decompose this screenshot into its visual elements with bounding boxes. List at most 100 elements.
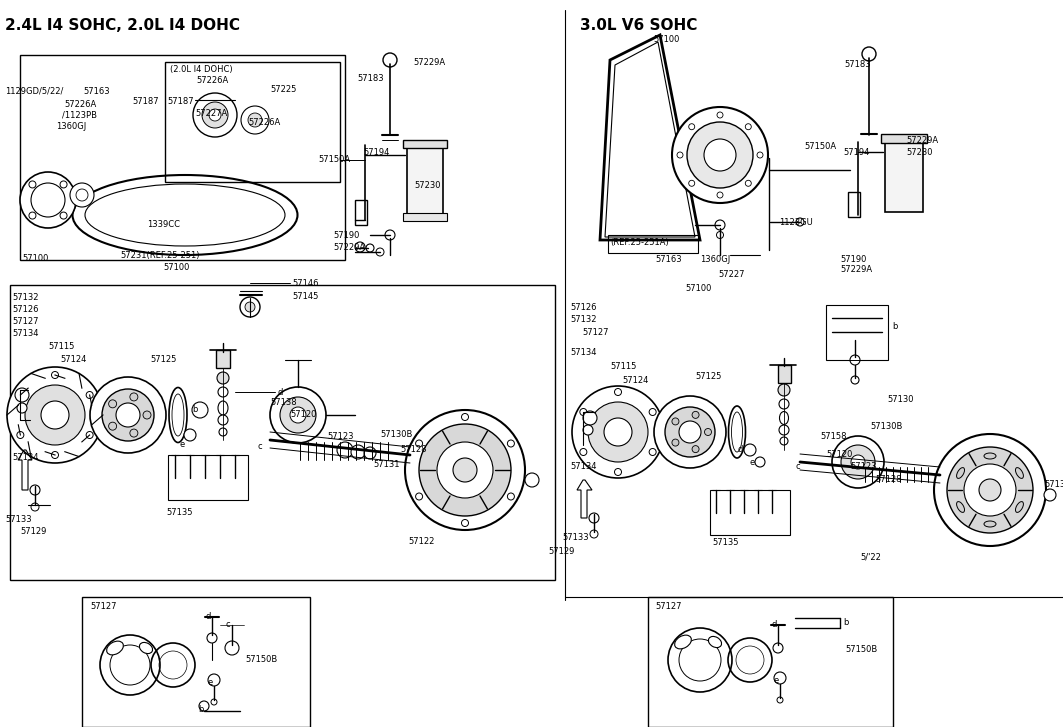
Circle shape	[716, 231, 724, 238]
Text: 57194: 57194	[843, 148, 870, 157]
Text: 57129: 57129	[20, 527, 47, 536]
Circle shape	[947, 447, 1033, 533]
Text: 57124: 57124	[622, 376, 648, 385]
Text: 57127: 57127	[90, 602, 117, 611]
Text: 1360GJ: 1360GJ	[56, 122, 86, 131]
Circle shape	[419, 424, 511, 516]
Circle shape	[218, 387, 227, 397]
Text: 57126: 57126	[12, 305, 38, 314]
Circle shape	[17, 403, 27, 413]
Text: 57100: 57100	[653, 35, 679, 44]
Circle shape	[453, 458, 477, 482]
Circle shape	[90, 377, 166, 453]
Circle shape	[672, 418, 679, 425]
Circle shape	[755, 457, 765, 467]
Circle shape	[241, 106, 269, 134]
Circle shape	[280, 397, 316, 433]
Text: 57187: 57187	[167, 97, 193, 106]
Circle shape	[383, 53, 396, 67]
Text: 57125: 57125	[695, 372, 722, 381]
Circle shape	[934, 434, 1046, 546]
Circle shape	[86, 432, 94, 438]
Circle shape	[225, 641, 239, 655]
Bar	[403, 140, 448, 148]
Circle shape	[583, 411, 597, 425]
Text: 57100: 57100	[22, 254, 49, 263]
Text: /1123PB: /1123PB	[62, 111, 97, 120]
Text: e: e	[774, 676, 779, 685]
Circle shape	[108, 422, 117, 430]
Circle shape	[579, 409, 587, 416]
Text: d: d	[205, 612, 210, 621]
Circle shape	[583, 425, 593, 435]
Text: 57138: 57138	[270, 398, 297, 407]
Circle shape	[850, 355, 860, 365]
Circle shape	[841, 445, 875, 479]
Text: 1360GJ: 1360GJ	[701, 255, 730, 264]
Circle shape	[17, 432, 23, 438]
Text: 57183: 57183	[844, 60, 871, 69]
Text: 57133: 57133	[5, 515, 32, 524]
Bar	[608, 235, 698, 253]
Text: 57120: 57120	[826, 450, 853, 459]
Circle shape	[193, 93, 237, 137]
Text: 57190: 57190	[333, 231, 359, 240]
Text: 57122: 57122	[408, 537, 435, 546]
Text: 57227A: 57227A	[195, 109, 227, 118]
Text: 57124: 57124	[60, 355, 86, 364]
Circle shape	[405, 410, 525, 530]
Circle shape	[744, 444, 756, 456]
Ellipse shape	[984, 521, 996, 527]
Bar	[407, 145, 443, 215]
Circle shape	[60, 212, 67, 219]
Text: 57226A: 57226A	[64, 100, 97, 109]
Circle shape	[219, 428, 227, 436]
Circle shape	[780, 437, 788, 445]
Text: 57134: 57134	[12, 453, 38, 462]
Ellipse shape	[728, 406, 745, 458]
Circle shape	[649, 409, 656, 416]
Circle shape	[51, 371, 58, 379]
Circle shape	[718, 112, 723, 118]
Circle shape	[437, 442, 493, 498]
Bar	[885, 140, 923, 212]
Bar	[82, 597, 310, 727]
Circle shape	[351, 445, 365, 459]
Bar	[648, 597, 893, 727]
Ellipse shape	[218, 401, 227, 415]
Text: 57123: 57123	[327, 432, 354, 441]
Circle shape	[31, 183, 65, 217]
Text: 57145: 57145	[292, 292, 319, 301]
Circle shape	[779, 425, 789, 435]
Circle shape	[364, 447, 376, 459]
Text: 57225: 57225	[270, 85, 297, 94]
Circle shape	[588, 402, 648, 462]
Circle shape	[461, 414, 469, 420]
Circle shape	[692, 446, 699, 453]
Circle shape	[745, 124, 752, 129]
Text: 57134: 57134	[570, 462, 596, 471]
Circle shape	[668, 628, 732, 692]
Circle shape	[144, 411, 151, 419]
Text: 57134: 57134	[570, 348, 596, 357]
Ellipse shape	[139, 643, 153, 654]
Text: 57187: 57187	[132, 97, 158, 106]
Ellipse shape	[708, 636, 722, 648]
Circle shape	[130, 429, 138, 437]
Text: 5713: 5713	[1044, 480, 1063, 489]
Circle shape	[679, 639, 721, 681]
Bar	[355, 200, 367, 225]
Circle shape	[17, 392, 23, 398]
Circle shape	[705, 428, 711, 435]
Circle shape	[31, 503, 39, 511]
Circle shape	[851, 376, 859, 384]
Circle shape	[590, 530, 598, 538]
Circle shape	[773, 643, 783, 653]
Text: 57229A: 57229A	[414, 58, 445, 67]
Circle shape	[689, 124, 695, 129]
Ellipse shape	[957, 467, 964, 478]
Circle shape	[184, 429, 196, 441]
Circle shape	[86, 392, 94, 398]
Circle shape	[525, 473, 539, 487]
Circle shape	[102, 389, 154, 441]
